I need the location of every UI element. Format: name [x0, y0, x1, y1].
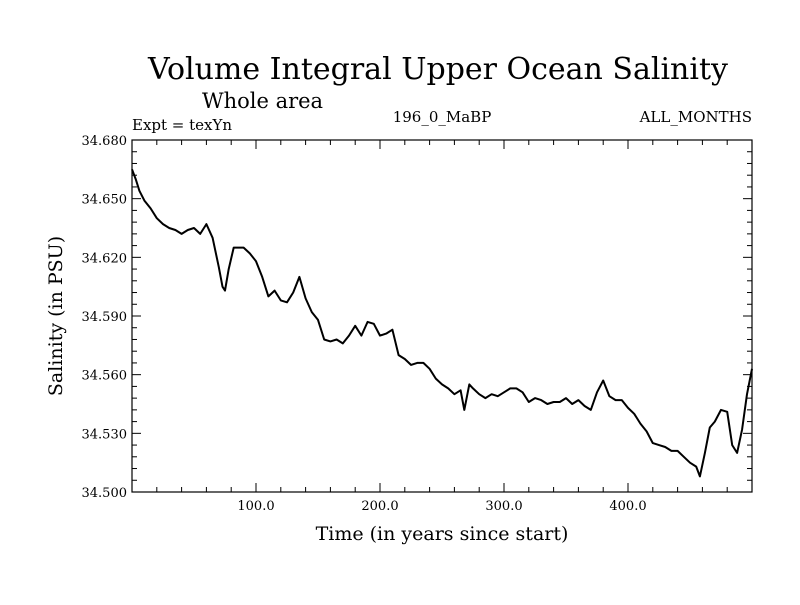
x-axis-title: Time (in years since start)	[316, 523, 569, 545]
plot-area-frame	[131, 139, 753, 493]
y-tick-label: 34.530	[82, 427, 128, 442]
chart-title: Volume Integral Upper Ocean Salinity	[147, 52, 728, 87]
y-tick-label: 34.620	[82, 251, 128, 266]
y-tick-label: 34.650	[82, 193, 128, 208]
experiment-label: Expt = texYn	[132, 116, 232, 134]
x-tick-label: 100.0	[237, 499, 274, 514]
run-id-label: 196_0_MaBP	[393, 108, 492, 126]
y-axis-title: Salinity (in PSU)	[45, 236, 67, 396]
months-label: ALL_MONTHS	[639, 108, 752, 126]
x-tick-label: 200.0	[361, 499, 398, 514]
x-tick-label: 400.0	[609, 499, 646, 514]
y-tick-label: 34.590	[82, 310, 128, 325]
y-tick-label: 34.500	[82, 486, 128, 501]
y-tick-label: 34.560	[82, 369, 128, 384]
y-tick-label: 34.680	[82, 134, 128, 149]
x-tick-label: 300.0	[485, 499, 522, 514]
salinity-series-line	[131, 168, 753, 478]
chart-subtitle: Whole area	[202, 89, 323, 113]
